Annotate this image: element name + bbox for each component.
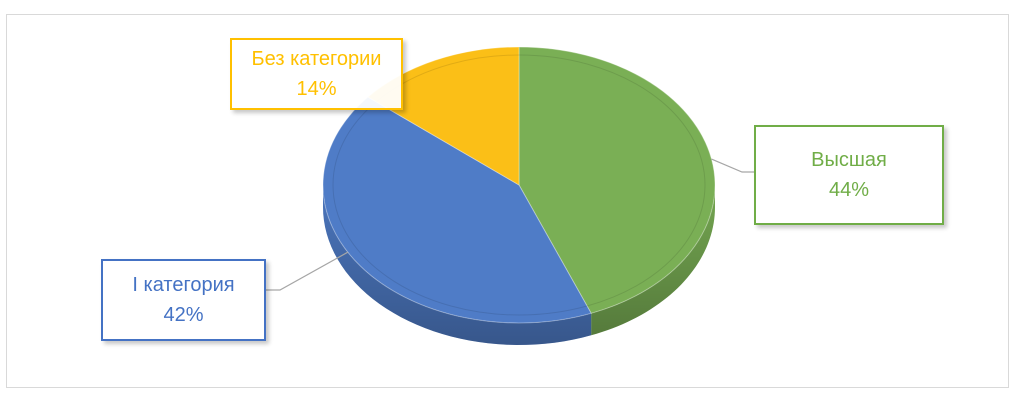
- data-label-i-kategoriya: I категория 42%: [101, 259, 266, 341]
- pie-side-shade-высшая: [591, 185, 715, 336]
- pie-bevel: [332, 54, 706, 316]
- data-label-name: Без категории: [251, 48, 382, 70]
- data-label-value: 14%: [296, 78, 337, 100]
- data-label-bez-kategorii: Без категории 14%: [230, 38, 403, 110]
- pie-side-shade-i-категория: [323, 185, 592, 345]
- data-label-vysshaya: Высшая 44%: [754, 125, 944, 225]
- pie-slice-i-категория: [322, 96, 592, 324]
- leader-line-i-категория: [266, 251, 349, 291]
- pie-slice-высшая: [518, 46, 716, 314]
- data-label-value: 42%: [163, 304, 204, 326]
- data-label-name: Высшая: [811, 149, 887, 171]
- data-label-value: 44%: [828, 179, 870, 201]
- data-label-name: I категория: [132, 274, 235, 296]
- leader-line-высшая: [711, 158, 754, 173]
